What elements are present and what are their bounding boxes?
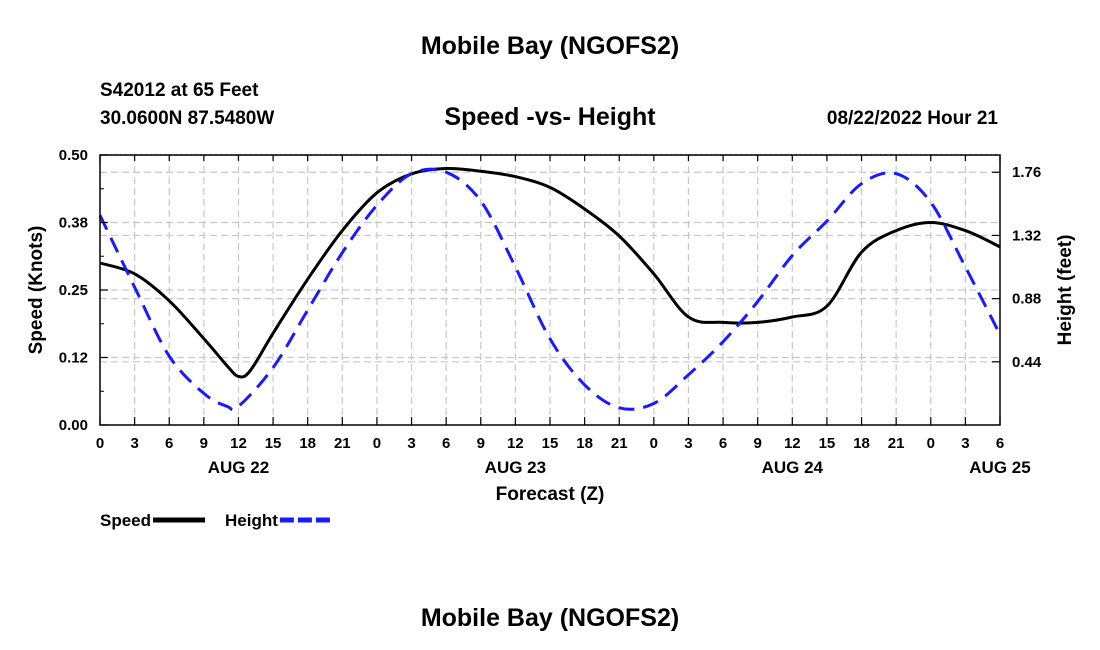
x-tick-label: 9 [754,435,762,452]
date-label: AUG 24 [762,458,824,477]
series-height-line [98,167,1002,412]
series-layer [98,166,1002,412]
date-label: AUG 25 [969,458,1030,477]
x-tick-label: 9 [477,435,485,452]
x-tick-label: 6 [165,435,173,452]
date-label: AUG 23 [485,458,546,477]
x-tick-label: 6 [442,435,450,452]
x-tick-label: 6 [719,435,727,452]
x-tick-label: 21 [334,435,351,452]
x-tick-label: 21 [888,435,905,452]
axes: 0 3 6 9 12 15 18 21 0 3 6 9 12 15 18 21 0 3 6 9 12 15 18 21 0 3 6 0… [59,147,1042,477]
x-tick-label: 15 [542,435,559,452]
timestamp-label: 08/22/2022 Hour 21 [827,108,999,129]
y-axis-label: Speed (Knots) [26,226,47,355]
x-tick-label: 21 [611,435,628,452]
footer-title: Mobile Bay (NGOFS2) [421,604,679,632]
x-tick-label: 3 [407,435,415,452]
grid [100,154,1000,425]
y-tick-label: 0.25 [59,282,88,299]
x-axis-label: Forecast (Z) [496,484,605,505]
y2-axis-label: Height (feet) [1055,235,1076,346]
y-tick-label: 0.00 [59,417,88,434]
date-label: AUG 22 [208,458,269,477]
y2-tick-label: 1.32 [1012,227,1041,244]
x-tick-label: 12 [507,435,524,452]
y2-tick-label: 1.76 [1012,164,1041,181]
y-tick-label: 0.50 [59,147,88,164]
x-tick-label: 18 [576,435,593,452]
x-tick-label: 0 [373,435,381,452]
y-tick-label: 0.38 [59,215,88,232]
x-tick-label: 12 [230,435,247,452]
x-tick-label: 3 [130,435,138,452]
coords-label: 30.0600N 87.5480W [100,108,274,129]
x-tick-label: 3 [961,435,969,452]
legend-label-height: Height [225,511,278,530]
x-tick-label: 0 [650,435,658,452]
x-tick-label: 9 [200,435,208,452]
x-tick-label: 12 [784,435,801,452]
chart-subtitle: Speed -vs- Height [444,103,656,131]
x-tick-label: 18 [853,435,870,452]
chart-title: Mobile Bay (NGOFS2) [421,32,679,60]
x-tick-label: 18 [299,435,316,452]
legend-label-speed: Speed [100,511,151,530]
x-tick-label: 15 [819,435,836,452]
legend: Speed Height [100,511,332,530]
series-speed-line [99,166,1001,379]
station-label: S42012 at 65 Feet [100,80,259,101]
y-tick-label: 0.12 [59,350,88,367]
x-tick-label: 3 [684,435,692,452]
x-tick-label: 6 [996,435,1004,452]
y2-tick-label: 0.44 [1012,354,1042,371]
x-tick-label: 0 [96,435,104,452]
x-tick-label: 15 [265,435,282,452]
x-tick-label: 0 [927,435,935,452]
y2-tick-label: 0.88 [1012,291,1041,308]
